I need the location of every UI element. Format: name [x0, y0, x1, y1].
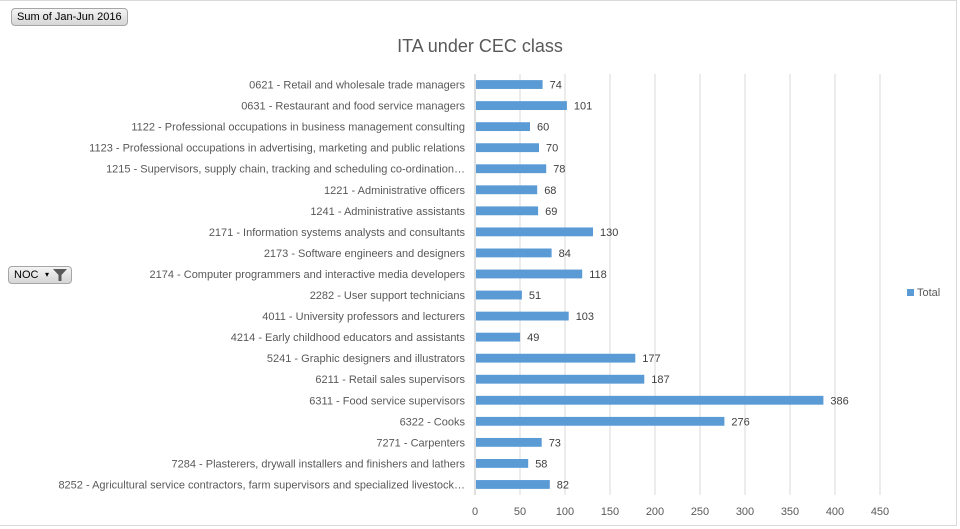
x-tick-label: 50 — [514, 506, 526, 518]
data-label: 187 — [651, 374, 669, 386]
bar[interactable] — [476, 459, 529, 468]
category-label: 6311 - Food service supervisors — [309, 395, 465, 407]
bar[interactable] — [476, 122, 530, 132]
bar[interactable] — [476, 416, 725, 426]
category-labels: 0621 - Retail and wholesale trade manage… — [58, 80, 465, 492]
data-label: 386 — [830, 395, 848, 407]
bar[interactable] — [476, 311, 569, 321]
category-label: 1122 - Professional occupations in busin… — [131, 122, 465, 134]
category-label: 6211 - Retail sales supervisors — [315, 374, 465, 386]
x-tick-label: 250 — [691, 506, 709, 518]
x-tick-label: 300 — [736, 506, 754, 518]
legend-swatch — [907, 289, 914, 296]
category-label: 0621 - Retail and wholesale trade manage… — [249, 80, 465, 92]
x-tick-label: 350 — [781, 506, 799, 518]
data-label: 51 — [529, 290, 541, 302]
bar[interactable] — [476, 437, 542, 447]
bar[interactable] — [476, 227, 593, 237]
bar[interactable] — [476, 290, 522, 300]
data-label: 118 — [589, 269, 607, 281]
category-label: 5241 - Graphic designers and illustrator… — [267, 353, 466, 365]
data-label: 68 — [544, 185, 556, 197]
data-label: 70 — [546, 143, 558, 155]
data-label: 276 — [731, 416, 749, 428]
legend-label: Total — [917, 287, 941, 299]
data-label: 58 — [535, 458, 547, 470]
data-label: 101 — [574, 101, 592, 113]
x-tick-label: 0 — [472, 506, 478, 518]
category-label: 7271 - Carpenters — [376, 437, 465, 449]
category-label: 2173 - Software engineers and designers — [264, 248, 466, 260]
category-label: 4011 - University professors and lecture… — [262, 311, 465, 323]
bar[interactable] — [476, 480, 550, 489]
data-label: 78 — [553, 164, 565, 176]
noc-filter-button[interactable]: NOC ▾ — [8, 266, 72, 284]
x-tick-label: 100 — [556, 506, 574, 518]
bar[interactable] — [476, 185, 538, 195]
category-label: 1241 - Administrative assistants — [310, 206, 465, 218]
category-label: 1221 - Administrative officers — [324, 185, 466, 197]
bar[interactable] — [476, 353, 636, 363]
bar[interactable] — [476, 269, 583, 279]
legend[interactable]: Total — [907, 287, 940, 299]
bars — [476, 80, 824, 489]
data-label: 74 — [550, 80, 562, 92]
x-tick-label: 150 — [601, 506, 619, 518]
data-label: 177 — [642, 353, 660, 365]
bar[interactable] — [476, 80, 543, 89]
category-label: 8252 - Agricultural service contractors,… — [58, 479, 465, 491]
bar[interactable] — [476, 206, 539, 216]
category-label: 0631 - Restaurant and food service manag… — [241, 101, 465, 113]
bar[interactable] — [476, 101, 567, 110]
x-axis-ticks: 0 50 100 150 200 250 300 350 400 450 — [472, 506, 889, 518]
noc-field-label: NOC — [14, 269, 39, 281]
dropdown-arrow-icon: ▾ — [45, 270, 50, 279]
data-label: 60 — [537, 122, 549, 134]
category-label: 2171 - Information systems analysts and … — [209, 227, 466, 239]
filter-icon — [53, 269, 67, 281]
category-label: 7284 - Plasterers, drywall installers an… — [172, 458, 466, 470]
category-label: 1123 - Professional occupations in adver… — [89, 143, 465, 155]
chart-title: ITA under CEC class — [397, 36, 563, 56]
data-label: 84 — [559, 248, 571, 260]
bar[interactable] — [476, 248, 552, 258]
category-label: 2174 - Computer programmers and interact… — [150, 269, 466, 281]
data-label: 82 — [557, 479, 569, 491]
x-tick-label: 400 — [826, 506, 844, 518]
data-label: 49 — [527, 332, 539, 344]
bar[interactable] — [476, 395, 824, 405]
category-label: 1215 - Supervisors, supply chain, tracki… — [106, 164, 465, 176]
bar[interactable] — [476, 332, 521, 342]
category-label: 6322 - Cooks — [400, 416, 466, 428]
value-field-label: Sum of Jan-Jun 2016 — [17, 11, 122, 23]
category-label: 4214 - Early childhood educators and ass… — [231, 332, 466, 344]
gridlines — [474, 74, 881, 495]
value-labels: 74 101 60 70 78 68 69 130 84 118 51 103 49 177 187 386 2… — [527, 80, 849, 492]
data-label: 103 — [576, 311, 594, 323]
data-label: 73 — [549, 437, 561, 449]
data-label: 130 — [600, 227, 618, 239]
category-label: 2282 - User support technicians — [310, 290, 466, 302]
bar[interactable] — [476, 164, 547, 174]
bar[interactable] — [476, 143, 539, 153]
bar[interactable] — [476, 374, 645, 384]
x-tick-label: 200 — [646, 506, 664, 518]
data-label: 69 — [545, 206, 557, 218]
value-field-button[interactable]: Sum of Jan-Jun 2016 — [11, 8, 128, 26]
x-tick-label: 450 — [871, 506, 889, 518]
